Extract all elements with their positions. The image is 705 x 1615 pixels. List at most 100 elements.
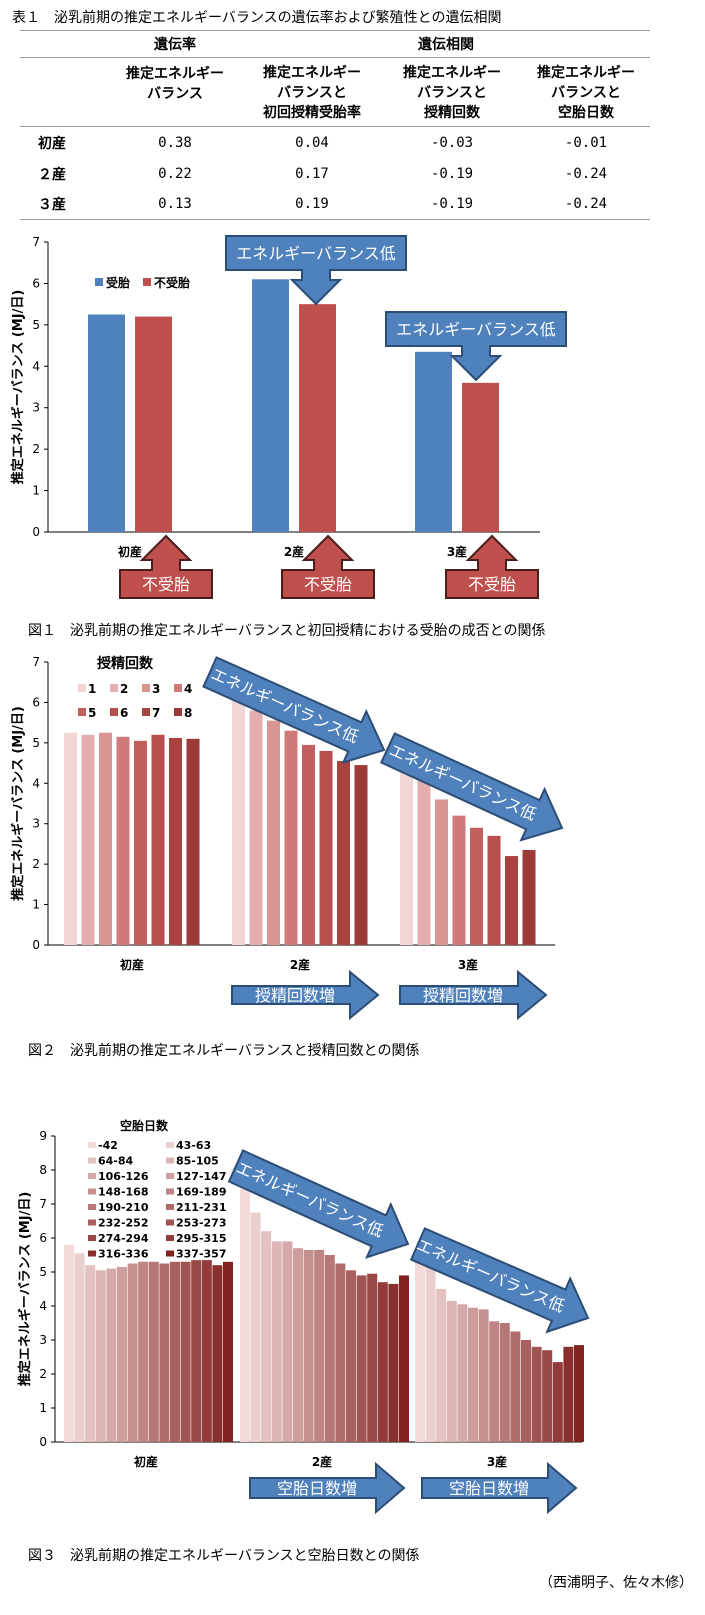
callout-low-energy-3 xyxy=(385,311,567,382)
legend-swatch xyxy=(166,1250,174,1257)
bar-insemination-5 xyxy=(134,740,147,945)
bar-days-open-211-231 xyxy=(510,1331,521,1442)
bar-days-open-337-357 xyxy=(574,1345,584,1442)
y-tick-label: 2 xyxy=(39,1367,47,1381)
bar-insemination-5 xyxy=(470,827,483,945)
bar-days-open-106-126 xyxy=(282,1241,293,1442)
bar-insemination-2 xyxy=(417,779,431,945)
y-tick-label: 0 xyxy=(39,1435,47,1449)
y-tick-label: 2 xyxy=(32,857,40,871)
bar-days-open-127-147 xyxy=(468,1307,478,1442)
bar-days-open-232-252 xyxy=(170,1261,180,1442)
authors: （西浦明子、佐々木修） xyxy=(539,1575,693,1591)
bar-days-open-211-231 xyxy=(159,1263,170,1442)
bar-insemination-1 xyxy=(232,698,245,945)
bar-days-open-43-63 xyxy=(250,1212,261,1442)
figure3-caption: 図３ 泌乳前期の推定エネルギーバランスと空胎日数との関係 xyxy=(28,1548,420,1564)
group-heritability: 遺伝率 xyxy=(108,30,242,58)
legend-swatch xyxy=(88,1142,96,1148)
bar-days-open-169-189 xyxy=(314,1249,325,1442)
x-tick-label: 3産 xyxy=(447,544,467,559)
y-tick-label: 6 xyxy=(39,1231,47,1245)
x-tick-label: 初産 xyxy=(118,544,142,559)
bar-days-open-232-252 xyxy=(346,1270,356,1442)
legend-swatch xyxy=(88,1250,96,1257)
col-header-4: 推定エネルギー バランスと 空胎日数 xyxy=(522,57,650,127)
y-tick-label: 6 xyxy=(32,695,40,709)
table1-caption: 表１ 泌乳前期の推定エネルギーバランスの遺伝率および繁殖性との遺伝相関 xyxy=(12,10,502,26)
legend-swatch xyxy=(143,278,151,286)
legend-entry: 337-357 xyxy=(176,1248,227,1261)
bar-insemination-1 xyxy=(400,769,413,945)
bar-days-open-274-294 xyxy=(542,1350,553,1442)
bar-days-open-337-357 xyxy=(223,1261,233,1442)
y-tick-label: 6 xyxy=(32,276,40,290)
legend-swatch xyxy=(78,684,86,692)
bar-days-open--42 xyxy=(415,1248,425,1442)
bar-conceived xyxy=(415,351,452,532)
bar-days-open-148-168 xyxy=(303,1249,314,1442)
legend-swatch xyxy=(88,1219,96,1226)
y-tick-label: 5 xyxy=(32,736,40,750)
x-tick-label: 3産 xyxy=(487,1454,507,1469)
legend-entry: 43-63 xyxy=(176,1139,211,1152)
legend-entry: 受胎 xyxy=(106,275,130,290)
bar-days-open-64-84 xyxy=(436,1289,447,1442)
legend-entry: 190-210 xyxy=(98,1201,149,1214)
legend-entry: 127-147 xyxy=(176,1170,227,1183)
arrow-insemination-increase-3-label: 授精回数増 xyxy=(423,986,503,1005)
bar-days-open-43-63 xyxy=(425,1266,436,1442)
bar-days-open-43-63 xyxy=(74,1253,85,1442)
bar-days-open-190-210 xyxy=(324,1255,335,1442)
bar-not-conceived xyxy=(135,316,172,532)
table-row: ２産 0.22 0.17 -0.19 -0.24 xyxy=(38,165,608,183)
legend-swatch xyxy=(174,708,182,716)
callout-not-conceived-1 xyxy=(119,534,213,599)
legend-entry: 6 xyxy=(120,706,128,720)
bar-insemination-7 xyxy=(505,856,518,945)
legend-title: 空胎日数 xyxy=(120,1118,169,1133)
y-tick-label: 4 xyxy=(39,1299,47,1313)
legend-entry: 148-168 xyxy=(98,1186,149,1199)
bar-days-open-106-126 xyxy=(457,1304,468,1442)
bar-insemination-7 xyxy=(337,761,350,945)
bar-days-open-253-273 xyxy=(180,1261,191,1442)
y-tick-label: 3 xyxy=(32,817,40,831)
bar-days-open-85-105 xyxy=(95,1270,106,1442)
bar-insemination-6 xyxy=(319,750,333,945)
y-tick-label: 5 xyxy=(39,1265,47,1279)
legend-entry: -42 xyxy=(98,1139,118,1152)
bar-days-open--42 xyxy=(240,1188,250,1442)
arrow-days-open-increase-3 xyxy=(421,1461,578,1515)
x-tick-label: 2産 xyxy=(290,957,310,972)
legend-entry: 316-336 xyxy=(98,1248,149,1261)
y-tick-label: 3 xyxy=(39,1333,47,1347)
bar-days-open-232-252 xyxy=(521,1340,531,1442)
callout-low-energy-2 xyxy=(225,235,407,306)
bar-insemination-7 xyxy=(169,738,182,945)
bar-insemination-4 xyxy=(452,815,466,945)
col-header-2: 推定エネルギー バランスと 初回授精受胎率 xyxy=(242,57,382,127)
bar-days-open-295-315 xyxy=(552,1362,563,1442)
legend-entry: 64-84 xyxy=(98,1155,134,1168)
legend-swatch xyxy=(166,1219,174,1226)
bar-days-open-253-273 xyxy=(531,1346,542,1442)
y-tick-label: 3 xyxy=(32,401,40,415)
legend-swatch xyxy=(166,1204,174,1210)
x-tick-label: 3産 xyxy=(458,957,478,972)
legend-swatch xyxy=(88,1157,96,1164)
legend-swatch xyxy=(174,684,182,692)
y-tick-label: 4 xyxy=(32,776,40,790)
y-tick-label: 4 xyxy=(32,359,40,373)
bar-days-open-316-336 xyxy=(563,1346,574,1442)
bar-conceived xyxy=(88,314,125,532)
legend-entry: 253-273 xyxy=(176,1217,227,1230)
bar-insemination-2 xyxy=(249,710,263,945)
bar-insemination-8 xyxy=(186,738,200,945)
bar-days-open-190-210 xyxy=(499,1323,510,1442)
bar-days-open-253-273 xyxy=(356,1275,367,1442)
bar-days-open-169-189 xyxy=(138,1261,149,1442)
bar-insemination-6 xyxy=(151,734,165,945)
figure2-caption: 図２ 泌乳前期の推定エネルギーバランスと授精回数との関係 xyxy=(28,1043,420,1059)
